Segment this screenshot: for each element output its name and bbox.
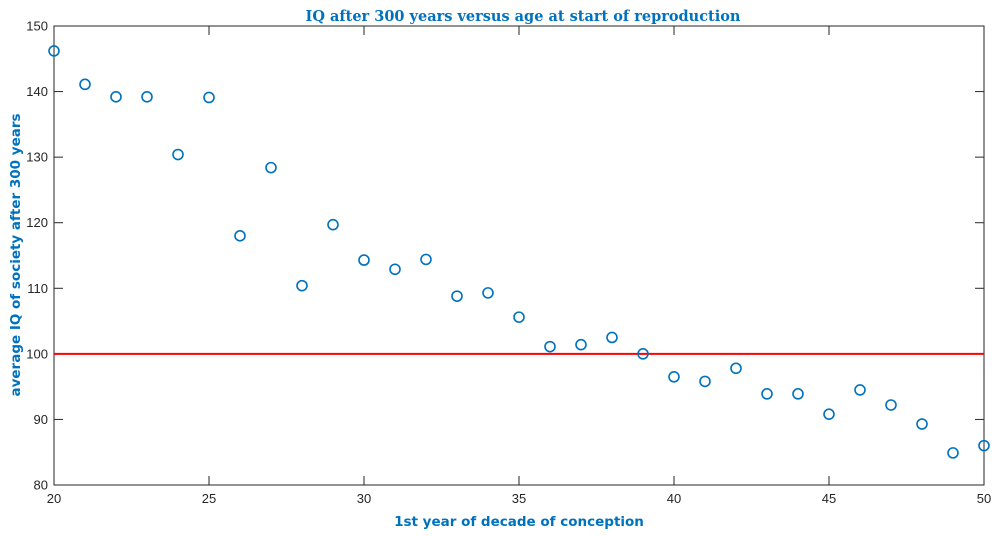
x-tick-label: 50 — [977, 491, 991, 506]
data-point — [358, 254, 370, 266]
x-tick-label: 45 — [822, 491, 836, 506]
data-point — [606, 331, 618, 344]
x-tick-label: 30 — [357, 491, 371, 506]
data-point — [203, 91, 215, 104]
data-point — [48, 45, 60, 57]
chart-title: IQ after 300 years versus age at start o… — [306, 8, 741, 25]
x-tick-label: 40 — [667, 491, 681, 506]
data-point — [761, 388, 773, 400]
data-point — [79, 78, 91, 91]
data-point — [668, 371, 680, 383]
tick-labels: 20 25 30 35 40 45 50 80 90 100 110 120 130 140 150 — [26, 19, 991, 507]
axis-ticks — [53, 25, 985, 486]
data-point — [141, 91, 153, 103]
data-point — [513, 311, 525, 323]
y-tick-label: 110 — [27, 281, 48, 296]
x-tick-label: 20 — [47, 491, 61, 506]
data-point — [823, 408, 835, 420]
y-tick-label: 90 — [34, 412, 48, 427]
data-point — [544, 340, 556, 353]
data-point — [854, 384, 866, 396]
y-tick-label: 150 — [26, 19, 48, 34]
y-tick-label: 130 — [26, 150, 48, 165]
data-point — [885, 399, 897, 411]
data-point — [172, 148, 184, 161]
x-tick-label: 25 — [202, 491, 216, 506]
data-point — [234, 230, 246, 242]
y-tick-label: 120 — [26, 215, 48, 230]
data-point — [916, 418, 928, 430]
data-point — [110, 91, 122, 103]
data-point — [451, 290, 463, 302]
data-points — [48, 45, 990, 459]
y-tick-label: 100 — [26, 346, 48, 361]
data-point — [296, 279, 308, 292]
data-point — [389, 263, 401, 276]
x-axis-label: 1st year of decade of conception — [394, 514, 644, 530]
y-tick-label: 140 — [26, 84, 48, 99]
y-axis-label: average IQ of society after 300 years — [8, 113, 24, 396]
data-point — [947, 447, 959, 459]
data-point — [730, 362, 742, 375]
data-point — [575, 338, 587, 351]
data-point — [792, 388, 804, 400]
data-point — [978, 439, 990, 452]
data-point — [482, 287, 494, 299]
plot-area — [53, 25, 985, 486]
data-point — [327, 218, 339, 231]
data-point — [420, 253, 432, 266]
data-point — [637, 348, 649, 360]
data-point — [265, 161, 277, 174]
x-tick-label: 35 — [512, 491, 526, 506]
y-tick-label: 80 — [34, 478, 48, 493]
data-point — [699, 375, 711, 388]
